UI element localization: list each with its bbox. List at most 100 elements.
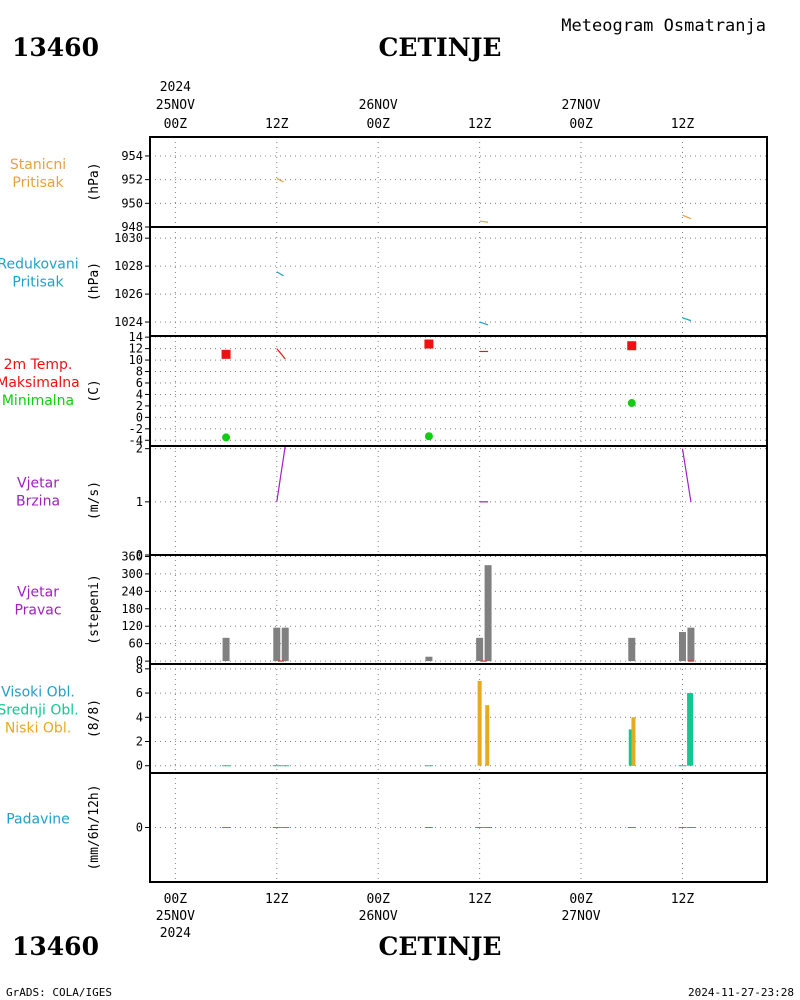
panel-label: Niski Obl.: [5, 721, 71, 737]
y-tick-label: 0: [136, 821, 143, 835]
panel-cloud_cover: 0 2 4 6 8 Visoki Obl. Srednji Obl. Niski Obl. (8…: [0, 662, 768, 774]
time-tick-label: 00Z: [366, 892, 390, 907]
y-tick-label: 1024: [114, 315, 143, 329]
y-tick-label: 2: [136, 735, 143, 749]
station-id-top: 13460: [12, 33, 99, 62]
y-tick-label: 12: [129, 342, 143, 356]
y-tick-label: 0: [136, 548, 143, 562]
y-tick-label: 954: [121, 149, 143, 163]
y-tick-label: 4: [136, 710, 143, 724]
panel-label: Srednji Obl.: [0, 703, 79, 719]
time-tick-label: 00Z: [164, 892, 188, 907]
y-tick-label: 0: [136, 410, 143, 424]
panel-label: Padavine: [6, 812, 70, 828]
year-label: 2024: [160, 80, 191, 95]
panel-label: Pritisak: [12, 175, 64, 191]
time-tick-label: 12Z: [468, 117, 492, 132]
panel-wind_speed: 0 1 2 Vjetar Brzina (m/s): [16, 442, 768, 562]
panel-unit: (m/s): [87, 481, 102, 520]
panel-marks: [276, 271, 692, 326]
station-id-bottom: 13460: [12, 932, 99, 961]
date-label: 26NOV: [359, 98, 398, 113]
date-label: 25NOV: [156, 98, 195, 113]
date-label: 27NOV: [561, 98, 600, 113]
bar: [477, 680, 482, 766]
panel-reduced_pressure: 1024 1026 1028 1030 Redukovani Pritisak (hPa): [0, 226, 768, 337]
panel-label: Vjetar: [17, 476, 59, 492]
y-tick-label: 1030: [114, 231, 143, 245]
panel-label: Visoki Obl.: [1, 685, 75, 701]
y-tick-label: 6: [136, 686, 143, 700]
time-tick-label: 12Z: [265, 117, 289, 132]
y-tick-label: 0: [136, 654, 143, 668]
y-tick-label: 950: [121, 196, 143, 210]
series-segment: [276, 348, 286, 360]
bar: [476, 637, 484, 662]
y-tick-label: 8: [136, 662, 143, 676]
time-tick-label: 12Z: [468, 892, 492, 907]
series-segment: [681, 448, 692, 502]
series-segment: [276, 446, 286, 502]
y-tick-label: -4: [129, 433, 143, 447]
panel-unit: (hPa): [87, 162, 102, 201]
y-tick-label: 0: [136, 759, 143, 773]
panel-label: Redukovani: [0, 257, 79, 273]
panel-unit: (hPa): [87, 262, 102, 301]
y-tick-label: 1026: [114, 287, 143, 301]
time-tick-label: 00Z: [569, 892, 593, 907]
year-label: 2024: [160, 926, 191, 941]
panel-frame: [149, 136, 768, 228]
y-tick-label: 948: [121, 220, 143, 234]
panel-marks: [221, 339, 637, 442]
temp-min-marker: [222, 433, 231, 442]
series-segment: [276, 271, 284, 277]
date-label: 26NOV: [359, 909, 398, 924]
bar: [678, 632, 686, 662]
panel-label: Stanicni: [10, 157, 66, 173]
panel-label: Minimalna: [2, 393, 74, 409]
station-name-bottom: CETINJE: [379, 932, 502, 961]
panel-unit: (8/8): [87, 699, 102, 738]
temp-min-marker: [424, 432, 433, 441]
temp-min-marker: [627, 399, 636, 408]
bar: [281, 627, 289, 662]
panel-precipitation: 0 Padavine (mm/6h/12h): [6, 772, 768, 883]
chart-title: Meteogram Osmatranja: [561, 16, 766, 36]
bar: [485, 705, 490, 766]
panel-frame: [149, 445, 768, 556]
panel-unit: (C): [87, 379, 102, 402]
panel-station_pressure: 948 950 952 954 Stanicni Pritisak (hPa): [10, 136, 768, 234]
footer-timestamp: 2024-11-27-23:28: [688, 986, 794, 999]
date-label: 25NOV: [156, 909, 195, 924]
panel-label: Maksimalna: [0, 375, 80, 391]
panel-marks: [222, 680, 694, 767]
bar: [687, 627, 695, 662]
panel-marks: [276, 446, 692, 503]
bar: [687, 693, 694, 766]
bar: [484, 565, 492, 662]
panel-label: Pravac: [14, 603, 61, 619]
time-tick-label: 00Z: [164, 117, 188, 132]
time-tick-label: 12Z: [671, 117, 695, 132]
series-segment: [479, 220, 489, 223]
time-tick-label: 00Z: [569, 117, 593, 132]
series-segment: [682, 317, 692, 322]
panel-marks: [276, 177, 692, 223]
bar: [222, 637, 230, 662]
panel-frame: [149, 335, 768, 447]
panel-label: Brzina: [16, 494, 60, 510]
y-tick-label: 1: [136, 495, 143, 509]
time-tick-label: 12Z: [265, 892, 289, 907]
panel-frame: [149, 663, 768, 774]
panel-label: Vjetar: [17, 585, 59, 601]
y-tick-label: 1028: [114, 259, 143, 273]
panel-frame: [149, 772, 768, 883]
y-tick-label: 14: [129, 330, 143, 344]
y-tick-label: 6: [136, 376, 143, 390]
y-tick-label: 60: [129, 637, 143, 651]
y-tick-label: 180: [121, 602, 143, 616]
y-tick-label: 2: [136, 399, 143, 413]
